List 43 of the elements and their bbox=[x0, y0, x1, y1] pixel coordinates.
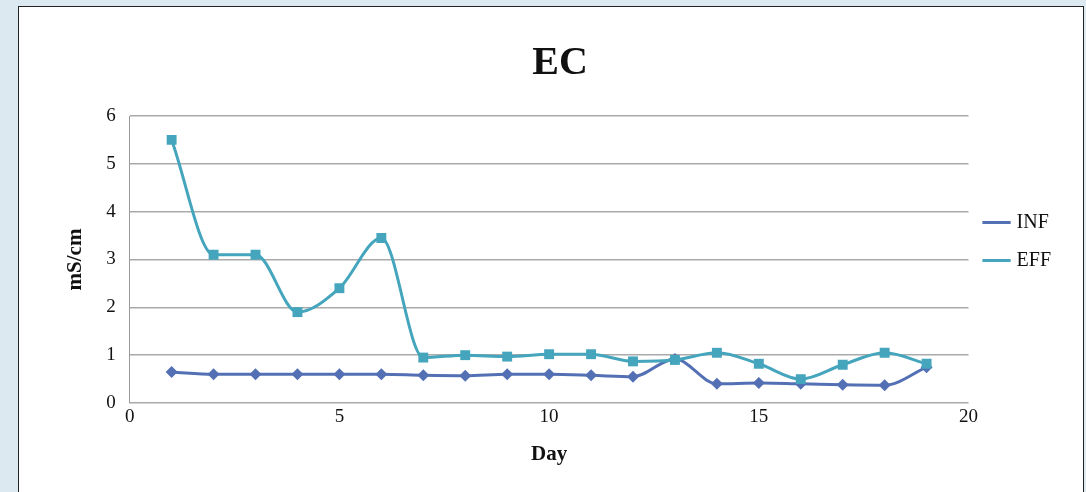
legend-label: EFF bbox=[1016, 247, 1052, 270]
point bbox=[627, 370, 639, 383]
y-tick-label: 6 bbox=[106, 103, 116, 125]
x-tick-label: 0 bbox=[124, 405, 135, 427]
point bbox=[333, 368, 346, 381]
point bbox=[291, 368, 304, 381]
point bbox=[334, 283, 345, 294]
point bbox=[795, 374, 806, 385]
point bbox=[586, 349, 597, 360]
x-tick-label: 10 bbox=[539, 405, 559, 427]
point bbox=[879, 347, 890, 358]
y-tick-label: 5 bbox=[106, 151, 116, 173]
point bbox=[878, 379, 891, 392]
point bbox=[418, 352, 429, 363]
y-tick-label: 3 bbox=[106, 247, 116, 269]
x-tick-label: 15 bbox=[749, 405, 769, 427]
y-tick-label: 1 bbox=[106, 343, 116, 365]
point bbox=[837, 359, 848, 370]
chart-title: EC bbox=[532, 38, 588, 84]
point bbox=[250, 249, 261, 260]
point bbox=[376, 233, 387, 243]
legend-label: INF bbox=[1016, 209, 1049, 232]
point bbox=[753, 358, 764, 369]
point bbox=[711, 347, 722, 358]
point bbox=[166, 134, 177, 145]
y-axis-title: mS/cm bbox=[62, 228, 87, 291]
point bbox=[208, 249, 219, 260]
point bbox=[544, 349, 555, 360]
point bbox=[249, 368, 262, 381]
point bbox=[502, 351, 513, 362]
point bbox=[165, 365, 178, 378]
x-tick-label: 5 bbox=[334, 405, 345, 427]
point bbox=[921, 358, 932, 369]
y-tick-label: 2 bbox=[106, 295, 116, 317]
x-axis-title: Day bbox=[531, 440, 568, 465]
point bbox=[710, 377, 723, 390]
point bbox=[292, 307, 303, 318]
point bbox=[207, 368, 220, 381]
x-tick-label: 20 bbox=[959, 405, 979, 427]
y-tick-label: 0 bbox=[106, 390, 116, 412]
point bbox=[628, 356, 638, 367]
point bbox=[460, 350, 471, 361]
y-tick-label: 4 bbox=[106, 199, 117, 221]
